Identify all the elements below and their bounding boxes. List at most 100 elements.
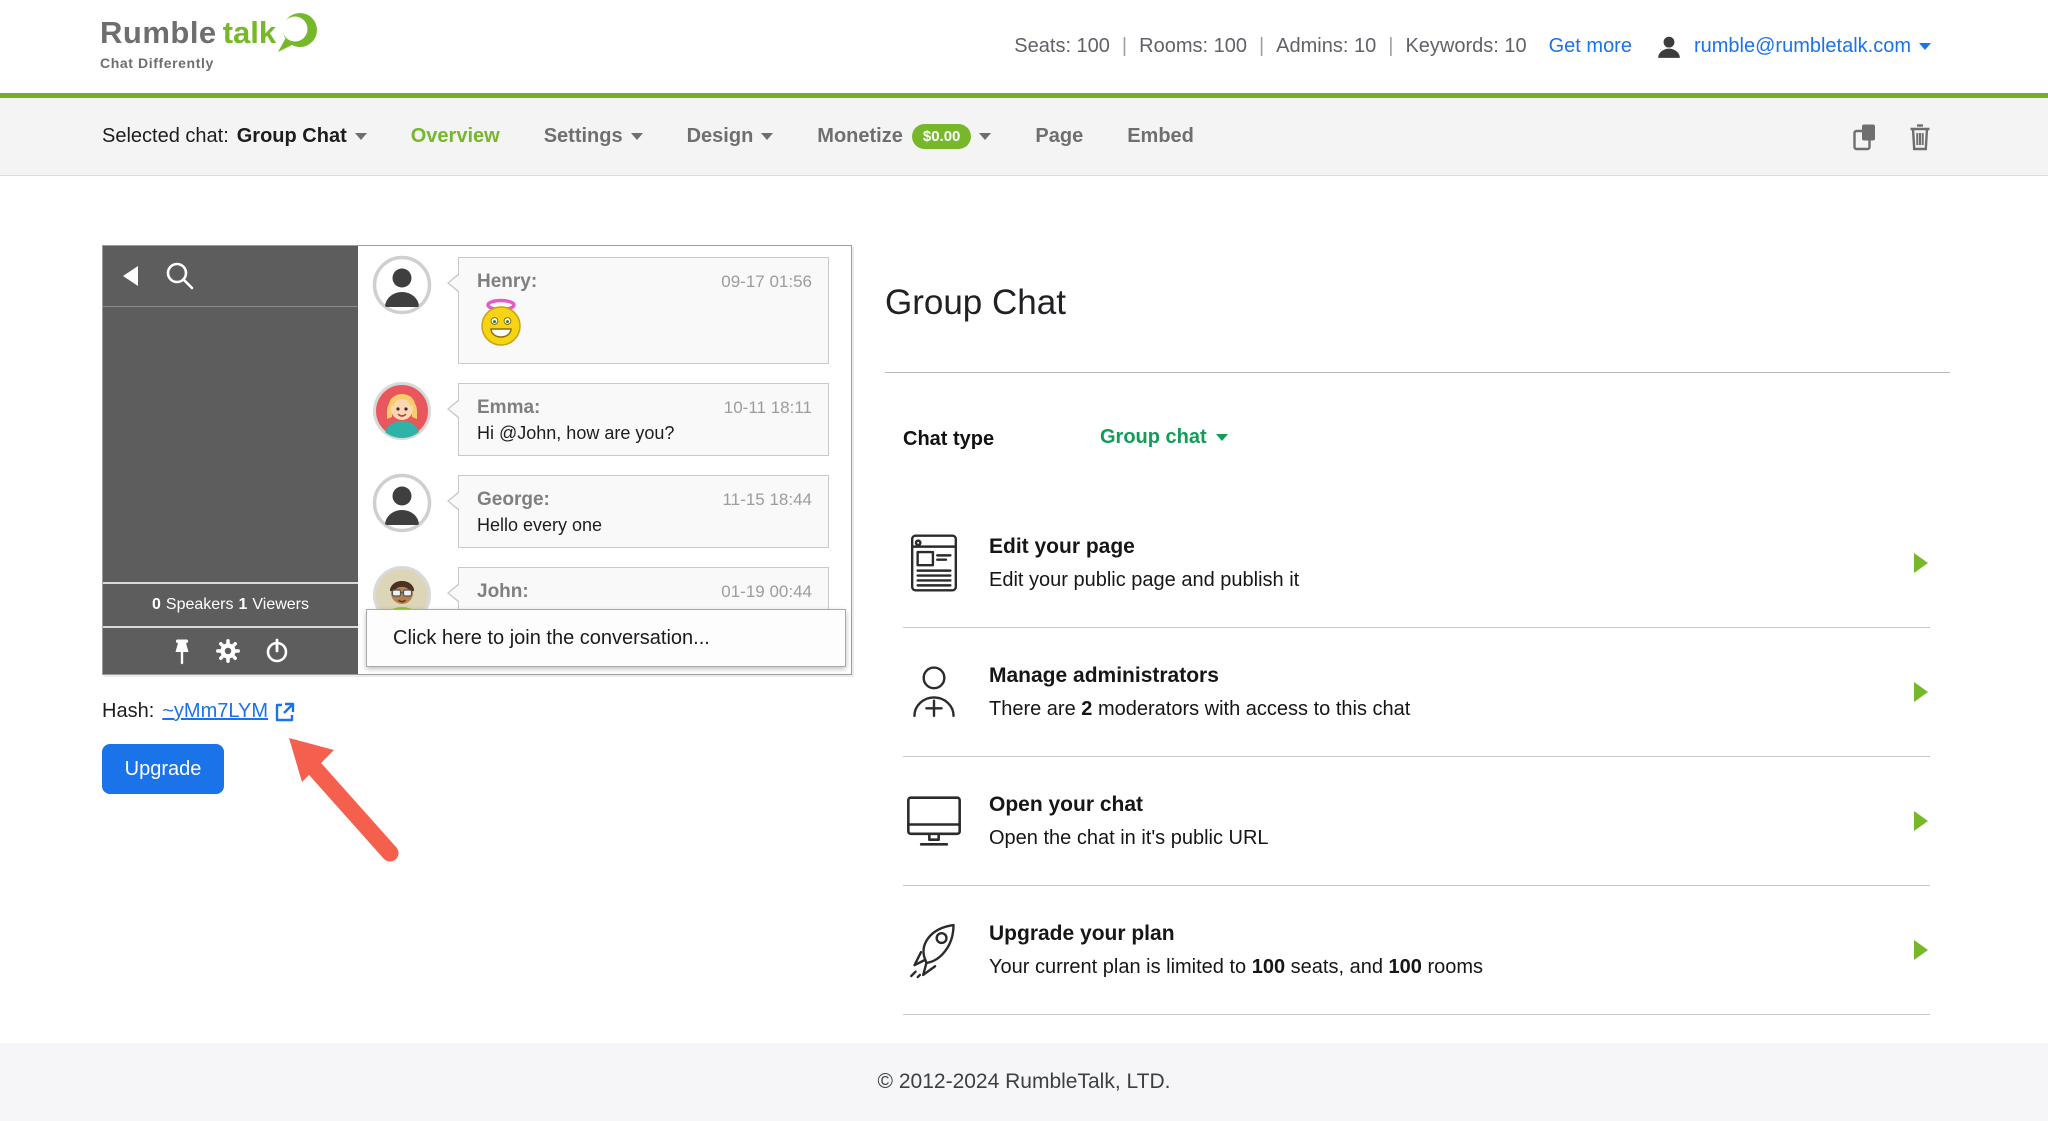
tab-monetize-label: Monetize [817, 125, 903, 147]
get-more-link[interactable]: Get more [1548, 35, 1632, 57]
viewers-count: 1 [238, 596, 248, 613]
selected-chat-chevron-down-icon [354, 133, 367, 140]
subtitle-part: seats, and [1285, 955, 1389, 978]
tab-overview[interactable]: Overview [410, 125, 500, 147]
chat-preview-toolbar [103, 628, 358, 674]
subtitle-part: There are [989, 697, 1082, 720]
row-subtitle: Edit your public page and publish it [989, 569, 1299, 592]
hash-line: Hash: ~yMm7LYM [102, 700, 295, 723]
viewers-label: Viewers [252, 596, 310, 613]
row-subtitle: Your current plan is limited to 100 seat… [989, 956, 1483, 979]
chat-message-george: George: 11-15 18:44 Hello every one [358, 473, 851, 548]
row-text: Upgrade your plan Your current plan is l… [989, 922, 1483, 979]
row-upgrade-your-plan[interactable]: Upgrade your plan Your current plan is l… [903, 886, 1930, 1015]
row-subtitle: There are 2 moderators with access to th… [989, 698, 1410, 721]
message-timestamp: 11-15 18:44 [722, 490, 812, 509]
tab-monetize[interactable]: Monetize $0.00 [817, 124, 992, 149]
monetize-chevron-down-icon [979, 133, 992, 140]
subtitle-part: Your current plan is limited to [989, 955, 1252, 978]
chat-message-henry: Henry: 09-17 01:56 [358, 255, 851, 364]
account-email-link[interactable]: rumble@rumbletalk.com [1693, 35, 1911, 57]
row-title: Open your chat [989, 792, 1144, 816]
design-chevron-down-icon [761, 133, 774, 140]
tab-design[interactable]: Design [687, 125, 774, 148]
stat-rooms: Rooms: 100 [1139, 35, 1247, 57]
monetize-amount-badge: $0.00 [911, 124, 972, 149]
green-arrow-icon[interactable] [1914, 553, 1928, 573]
account-chevron-down-icon[interactable] [1919, 43, 1931, 50]
chat-preview-sidebar: 0 Speakers 1 Viewers [103, 246, 358, 674]
search-icon[interactable] [164, 260, 196, 292]
hash-value: ~yMm7LYM [162, 700, 269, 722]
smiley-emoji [481, 298, 521, 346]
delete-chat-trash-icon[interactable] [1907, 122, 1933, 152]
subtitle-part: Edit your public page and publish it [989, 568, 1300, 591]
tab-settings[interactable]: Settings [544, 125, 643, 148]
add-user-icon [903, 663, 965, 721]
stat-separator: | [1258, 35, 1265, 57]
message-author: Henry: [477, 271, 538, 292]
power-icon[interactable] [265, 638, 289, 664]
tab-page[interactable]: Page [1035, 125, 1084, 147]
back-arrow-icon[interactable] [123, 266, 138, 286]
message-bubble: Emma: 10-11 18:11 Hi @John, how are you? [447, 383, 829, 456]
stat-keywords: Keywords: 10 [1405, 35, 1527, 57]
tab-embed[interactable]: Embed [1127, 125, 1194, 147]
avatar-emma [373, 382, 431, 440]
speakers-count: 0 [151, 596, 161, 613]
row-edit-your-page[interactable]: Edit your page Edit your public page and… [903, 499, 1930, 628]
hash-label: Hash: [102, 700, 155, 722]
chat-type-chevron-down-icon [1215, 434, 1228, 441]
header-account-area: Seats: 100 | Rooms: 100 | Admins: 10 | K… [1014, 0, 1931, 93]
avatar-silhouette [372, 473, 432, 533]
red-annotation-arrow [289, 738, 399, 862]
nav-items: Selected chat: Group Chat Overview Setti… [102, 124, 1194, 149]
row-title: Manage administrators [989, 663, 1219, 687]
rumbletalk-logo[interactable]: Rumble talk Chat Differently [100, 12, 320, 71]
chat-preview-widget[interactable]: 0 Speakers 1 Viewers [102, 245, 852, 675]
monitor-icon [903, 795, 965, 847]
join-conversation-bar[interactable]: Click here to join the conversation... [366, 609, 846, 667]
chat-preview-userlist [103, 307, 358, 582]
external-link-icon [275, 702, 295, 721]
stat-seats: Seats: 100 [1014, 35, 1110, 57]
selected-chat-value: Group Chat [236, 125, 347, 147]
logo-text-talk: talk [222, 15, 277, 50]
speakers-viewers-status: 0 Speakers 1 Viewers [103, 582, 358, 628]
row-text: Edit your page Edit your public page and… [989, 535, 1299, 592]
row-open-your-chat[interactable]: Open your chat Open the chat in it's pub… [903, 757, 1930, 886]
stat-separator: | [1388, 35, 1394, 57]
subtitle-bold: 100 [1388, 955, 1422, 978]
message-timestamp: 09-17 01:56 [721, 272, 812, 291]
copyright-text: © 2012-2024 RumbleTalk, LTD. [877, 1070, 1171, 1093]
action-rows: Edit your page Edit your public page and… [903, 499, 1930, 1015]
upgrade-button[interactable]: Upgrade [102, 744, 224, 794]
hash-link[interactable]: ~yMm7LYM [162, 700, 295, 723]
row-title: Edit your page [989, 534, 1135, 558]
message-bubble: Henry: 09-17 01:56 [447, 257, 829, 364]
green-arrow-icon[interactable] [1914, 940, 1928, 960]
user-icon [1658, 36, 1680, 58]
green-arrow-icon[interactable] [1914, 811, 1928, 831]
pin-icon[interactable] [173, 638, 191, 665]
title-divider [885, 372, 1950, 373]
chat-nav-bar: Selected chat: Group Chat Overview Setti… [0, 98, 2048, 176]
logo-wordmark: Rumble talk [100, 12, 320, 54]
selected-chat-label: Selected chat: [102, 125, 229, 147]
gear-icon[interactable] [215, 638, 241, 664]
stat-separator: | [1121, 35, 1128, 57]
header-green-divider [0, 93, 2048, 98]
message-text: Hi @John, how are you? [477, 423, 675, 443]
chat-type-dropdown[interactable]: Group chat [1100, 426, 1228, 449]
green-arrow-icon[interactable] [1914, 682, 1928, 702]
logo-tagline: Chat Differently [100, 55, 214, 71]
row-text: Open your chat Open the chat in it's pub… [989, 793, 1269, 850]
row-subtitle: Open the chat in it's public URL [989, 827, 1269, 850]
duplicate-chat-icon[interactable] [1851, 122, 1879, 152]
row-manage-administrators[interactable]: Manage administrators There are 2 modera… [903, 628, 1930, 757]
row-text: Manage administrators There are 2 modera… [989, 664, 1410, 721]
webpage-icon [903, 533, 965, 593]
message-author: John: [477, 581, 529, 602]
selected-chat-dropdown[interactable]: Selected chat: Group Chat [102, 125, 367, 148]
